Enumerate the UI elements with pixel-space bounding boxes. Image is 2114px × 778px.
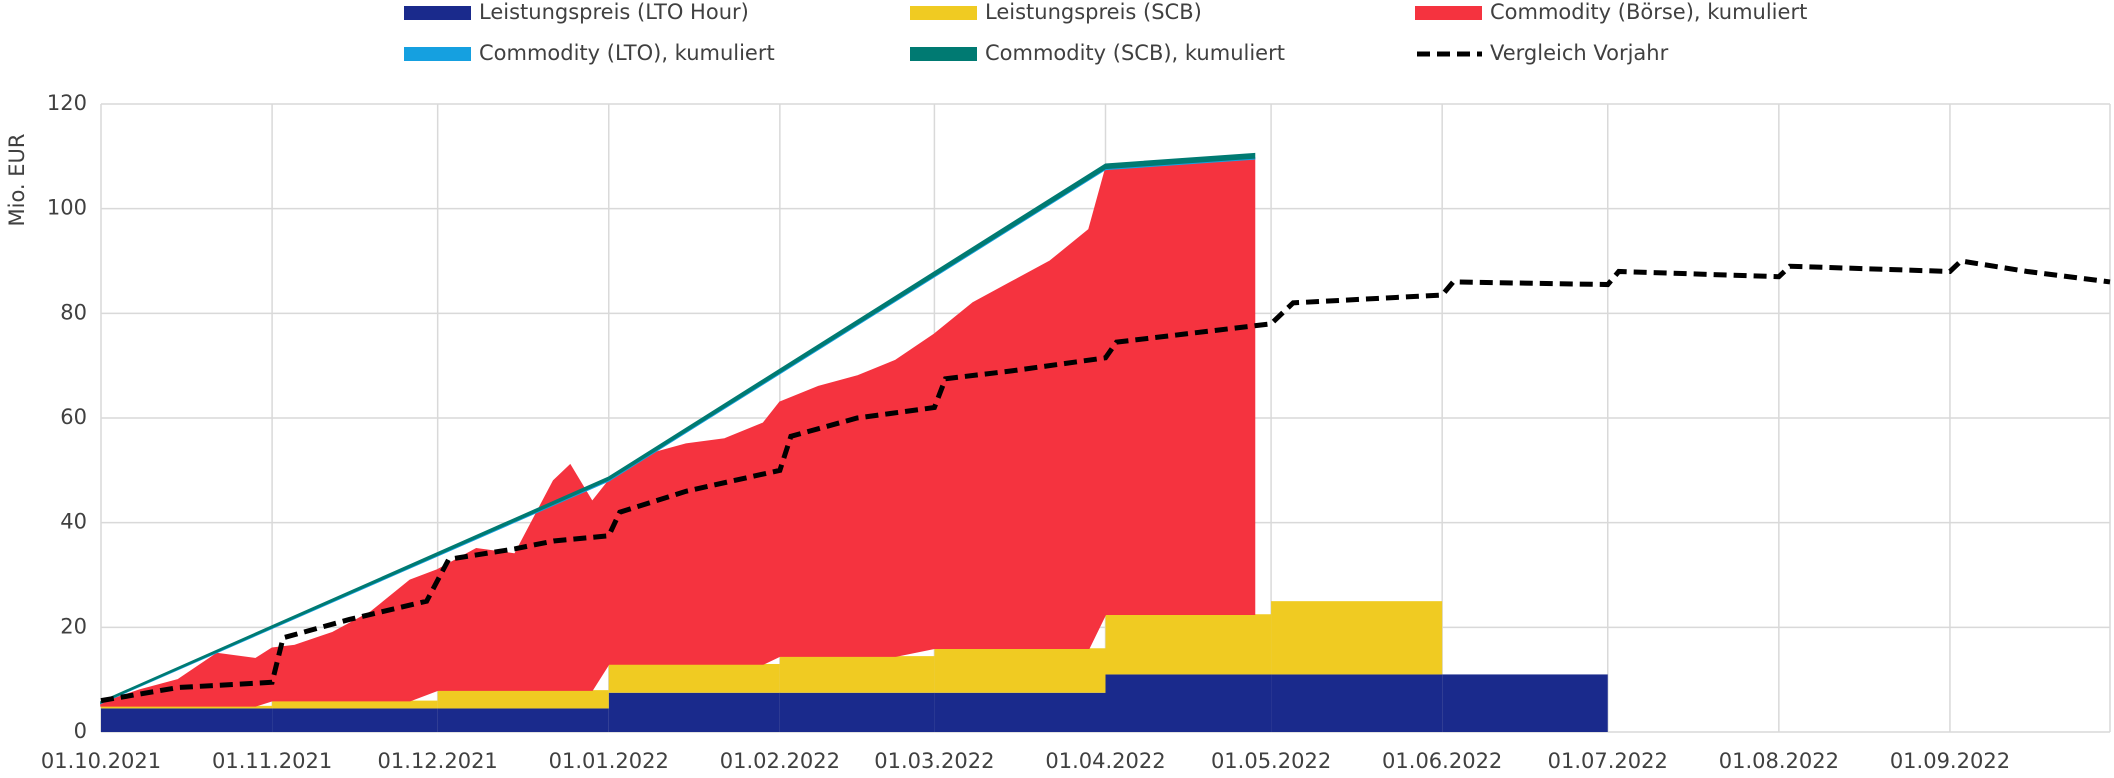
step-bar: [1105, 614, 1272, 675]
y-tick-label: 40: [60, 510, 87, 534]
area: [100, 152, 1256, 704]
step-bar: [779, 692, 935, 732]
step-bar: [272, 708, 438, 732]
x-tick-label: 01.06.2022: [1382, 749, 1502, 773]
step-bar: [934, 692, 1106, 732]
y-axis-label: Mio. EUR: [5, 133, 29, 226]
step-bar: [1271, 674, 1443, 732]
y-tick-label: 60: [60, 405, 87, 429]
step-bar: [101, 708, 273, 732]
step-bar: [1105, 674, 1272, 732]
x-tick-label: 01.12.2021: [378, 749, 498, 773]
x-tick-label: 01.09.2022: [1890, 749, 2010, 773]
x-tick-label: 01.04.2022: [1045, 749, 1165, 773]
x-tick-label: 01.01.2022: [549, 749, 669, 773]
legend-label: Commodity (LTO), kumuliert: [479, 41, 775, 65]
step-bar: [779, 656, 935, 693]
step-bar: [1271, 601, 1443, 675]
legend-label: Leistungspreis (LTO Hour): [479, 0, 749, 24]
y-tick-label: 20: [60, 614, 87, 638]
x-tick-label: 01.02.2022: [720, 749, 840, 773]
legend-label: Leistungspreis (SCB): [985, 0, 1202, 24]
x-tick-label: 01.08.2022: [1719, 749, 1839, 773]
x-tick-label: 01.05.2022: [1211, 749, 1331, 773]
x-tick-label: 01.11.2021: [212, 749, 332, 773]
step-bar: [1442, 674, 1608, 732]
legend-swatch: [910, 6, 977, 20]
y-tick-label: 120: [47, 91, 87, 115]
x-tick-label: 01.07.2022: [1548, 749, 1668, 773]
step-bar: [437, 708, 609, 732]
legend-label: Commodity (SCB), kumuliert: [985, 41, 1285, 65]
y-tick-label: 100: [47, 196, 87, 220]
area: [100, 158, 1256, 707]
step-bar: [437, 690, 609, 709]
step-bar: [272, 700, 438, 709]
legend-swatch: [404, 47, 471, 61]
legend-swatch: [404, 6, 471, 20]
x-tick-label: 01.10.2021: [41, 749, 161, 773]
step-bar: [608, 692, 780, 732]
step-bar: [101, 705, 273, 709]
x-tick-label: 01.03.2022: [874, 749, 994, 773]
legend-swatch: [910, 47, 977, 61]
step-bar: [608, 663, 780, 693]
legend-label: Commodity (Börse), kumuliert: [1490, 0, 1807, 24]
legend-swatch: [1415, 6, 1482, 20]
step-bar: [934, 648, 1106, 693]
line: [100, 258, 2111, 704]
legend-label: Vergleich Vorjahr: [1490, 41, 1669, 65]
y-tick-label: 80: [60, 300, 87, 324]
y-tick-label: 0: [74, 719, 87, 743]
